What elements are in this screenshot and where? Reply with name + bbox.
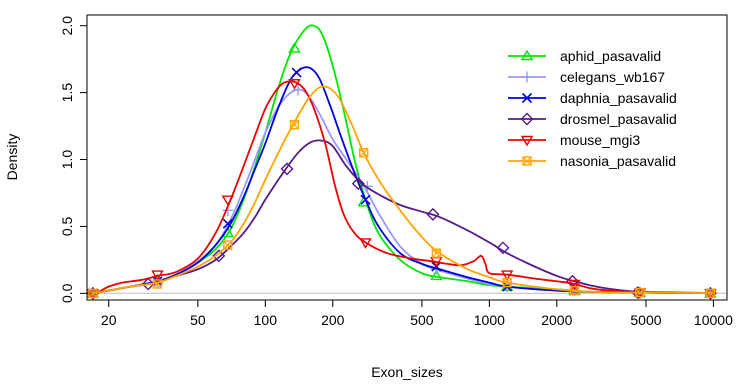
data-point-drosmel_pasavalid-1 [141, 277, 155, 291]
legend-item-daphnia_pasavalid: daphnia_pasavalid [508, 90, 677, 106]
series-line-drosmel_pasavalid [92, 139, 714, 295]
legend-label: mouse_mgi3 [560, 132, 640, 148]
x-axis: 20 50 100 200 500 1000 2000 5000 10000 [101, 300, 733, 328]
data-point-mouse_mgi3-4 [359, 238, 372, 249]
data-point-drosmel_pasavalid-6 [496, 241, 510, 255]
y-tick-label: 1.5 [59, 83, 75, 103]
data-point-drosmel_pasavalid-4 [351, 177, 365, 191]
data-point-nasonia_pasavalid-8 [635, 287, 645, 298]
data-point-daphnia_pasavalid-4 [360, 194, 371, 205]
series-line-celegans_wb167 [92, 88, 714, 295]
data-point-celegans_wb167-3 [292, 84, 304, 96]
legend-label: daphnia_pasavalid [560, 90, 677, 106]
legend-label: drosmel_pasavalid [560, 111, 677, 127]
legend-label: nasonia_pasavalid [560, 153, 676, 169]
legend-item-aphid_pasavalid: aphid_pasavalid [508, 48, 661, 64]
data-point-drosmel_pasavalid-3 [280, 162, 294, 176]
data-point-nasonia_pasavalid-5 [431, 248, 442, 258]
legend-marker-daphnia_pasavalid [521, 92, 533, 104]
data-point-nasonia_pasavalid-0 [88, 288, 98, 299]
y-tick-label: 0.5 [59, 216, 75, 236]
legend-item-mouse_mgi3: mouse_mgi3 [508, 132, 640, 148]
plot-area [86, 24, 727, 300]
data-point-daphnia_pasavalid-3 [291, 67, 302, 78]
legend-marker-mouse_mgi3 [520, 135, 534, 147]
plot-frame [86, 14, 728, 301]
legend-item-nasonia_pasavalid: nasonia_pasavalid [508, 153, 676, 169]
legend: aphid_pasavalid celegans_wb167 daphnia_pas… [508, 48, 677, 169]
x-tick-label: 500 [410, 312, 434, 328]
data-point-aphid_pasavalid-3 [288, 42, 301, 53]
data-point-nasonia_pasavalid-9 [705, 288, 716, 299]
x-tick-label: 2000 [541, 312, 572, 328]
y-axis-label: Density [4, 134, 20, 181]
data-point-drosmel_pasavalid-2 [212, 249, 226, 263]
data-point-nasonia_pasavalid-3 [289, 120, 300, 130]
series-nasonia_pasavalid [88, 85, 716, 299]
data-point-mouse_mgi3-7 [568, 279, 581, 291]
data-point-nasonia_pasavalid-7 [569, 285, 580, 296]
x-tick-label: 1000 [474, 312, 505, 328]
data-point-mouse_mgi3-3 [288, 79, 301, 90]
x-tick-label: 100 [254, 312, 278, 328]
data-point-nasonia_pasavalid-4 [359, 148, 369, 158]
legend-marker-celegans_wb167 [521, 71, 533, 83]
data-point-nasonia_pasavalid-1 [152, 279, 163, 289]
x-tick-label: 50 [190, 312, 206, 328]
data-point-drosmel_pasavalid-5 [426, 207, 440, 221]
series-line-daphnia_pasavalid [92, 66, 714, 295]
y-tick-label: 1.0 [59, 150, 75, 170]
data-point-mouse_mgi3-1 [151, 270, 164, 281]
data-point-daphnia_pasavalid-2 [222, 218, 233, 229]
y-tick-label: 2.0 [59, 16, 75, 36]
x-tick-label: 10000 [694, 312, 733, 328]
data-point-nasonia_pasavalid-2 [223, 240, 233, 250]
series-line-nasonia_pasavalid [92, 85, 714, 295]
legend-marker-drosmel_pasavalid [520, 112, 534, 126]
data-point-celegans_wb167-4 [361, 180, 373, 192]
x-tick-label: 20 [101, 312, 117, 328]
data-point-aphid_pasavalid-5 [430, 269, 443, 281]
legend-label: celegans_wb167 [560, 69, 665, 85]
x-tick-label: 5000 [630, 312, 661, 328]
legend-label: aphid_pasavalid [560, 48, 661, 64]
series-line-mouse_mgi3 [92, 80, 714, 295]
y-axis: 0.0 0.5 1.0 1.5 2.0 [59, 16, 87, 303]
y-tick-label: 0.0 [59, 283, 75, 303]
legend-marker-nasonia_pasavalid [522, 156, 532, 166]
legend-item-drosmel_pasavalid: drosmel_pasavalid [508, 111, 677, 127]
data-point-mouse_mgi3-2 [221, 195, 235, 207]
x-axis-label: Exon_sizes [371, 364, 443, 380]
series-drosmel_pasavalid [86, 139, 717, 300]
x-tick-label: 200 [321, 312, 345, 328]
legend-item-celegans_wb167: celegans_wb167 [508, 69, 665, 85]
legend-marker-aphid_pasavalid [520, 49, 534, 61]
data-point-mouse_mgi3-6 [500, 270, 514, 281]
data-point-nasonia_pasavalid-6 [502, 277, 512, 288]
